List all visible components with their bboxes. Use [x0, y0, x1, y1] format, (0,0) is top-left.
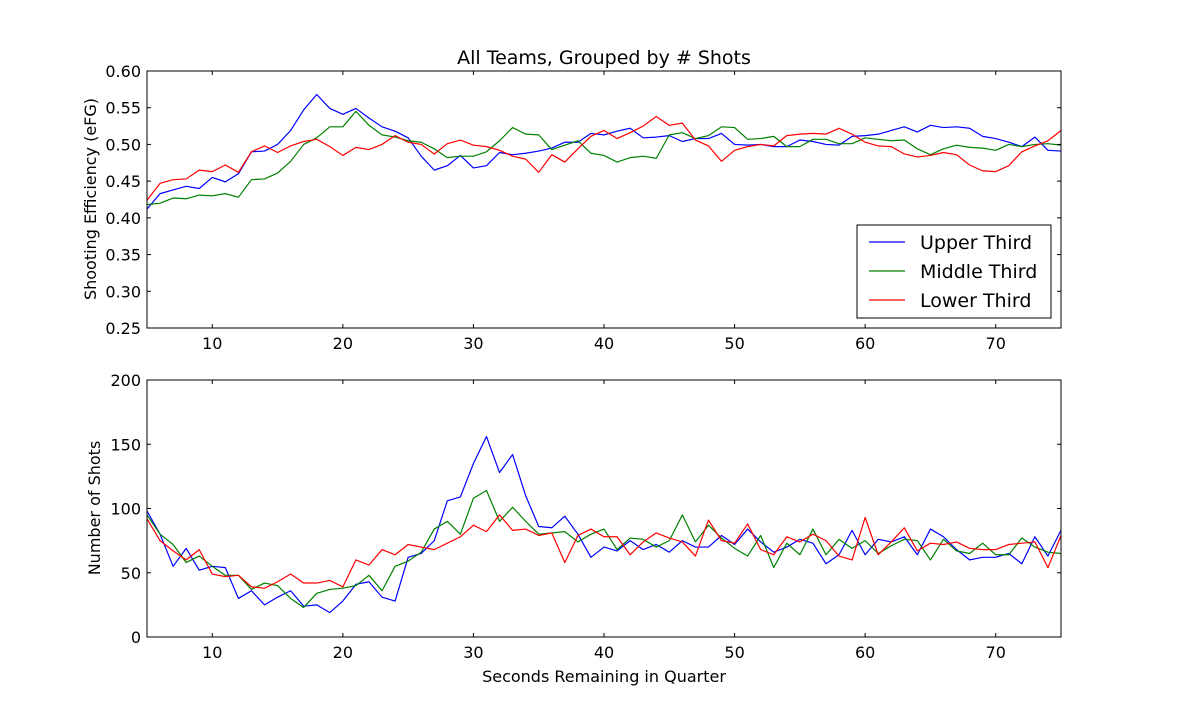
shots-x-tick-label: 60 [855, 643, 875, 662]
efficiency-y-tick-label: 0.50 [105, 135, 141, 154]
efficiency-x-tick-label: 70 [986, 334, 1006, 353]
efficiency-y-tick-label: 0.35 [105, 246, 141, 265]
shots-x-tick-label: 50 [724, 643, 744, 662]
efficiency-x-tick-label: 20 [333, 334, 353, 353]
shots-y-tick-label: 0 [131, 628, 141, 647]
efficiency-series-middle-third [147, 110, 1061, 206]
efficiency-x-tick-label: 40 [594, 334, 614, 353]
shots-x-tick-label: 40 [594, 643, 614, 662]
legend-label-upper-third: Upper Third [920, 232, 1032, 254]
efficiency-x-tick-label: 10 [202, 334, 222, 353]
efficiency-y-tick-label: 0.60 [105, 62, 141, 81]
shots-y-axis-label: Number of Shots [85, 441, 104, 576]
efficiency-y-axis-label: Shooting Efficiency (eFG) [81, 98, 100, 300]
legend: Upper Third Middle Third Lower Third [856, 224, 1052, 319]
efficiency-x-tick-label: 50 [724, 334, 744, 353]
x-axis-label: Seconds Remaining in Quarter [482, 667, 726, 686]
efficiency-y-tick-label: 0.25 [105, 319, 141, 338]
efficiency-series-upper-third [147, 93, 1061, 210]
shots-panel: Number of Shots Seconds Remaining in Qua… [85, 371, 1062, 686]
chart-title: All Teams, Grouped by # Shots [457, 47, 751, 69]
efficiency-y-tick-label: 0.55 [105, 99, 141, 118]
efficiency-y-tick-label: 0.30 [105, 282, 141, 301]
shots-series-lines [147, 435, 1061, 614]
shots-x-tick-label: 70 [986, 643, 1006, 662]
efficiency-x-tick-label: 30 [463, 334, 483, 353]
shots-series-middle-third [147, 489, 1061, 609]
shots-y-tick-label: 200 [110, 371, 141, 390]
efficiency-plot-frame [146, 70, 1062, 329]
shots-x-tick-label: 20 [333, 643, 353, 662]
efficiency-series-lines [147, 93, 1061, 210]
shots-y-tick-label: 150 [110, 435, 141, 454]
efficiency-y-tick-label: 0.40 [105, 209, 141, 228]
legend-label-middle-third: Middle Third [920, 261, 1037, 283]
shots-y-tick-label: 100 [110, 500, 141, 519]
shots-series-lower-third [147, 514, 1061, 589]
shots-axis-ticks: 10 20 30 40 50 60 70 0 50 100 150 200 [110, 371, 1061, 662]
efficiency-y-tick-label: 0.45 [105, 172, 141, 191]
shots-series-upper-third [147, 435, 1061, 614]
efficiency-x-tick-label: 60 [855, 334, 875, 353]
shots-x-tick-label: 10 [202, 643, 222, 662]
legend-label-lower-third: Lower Third [920, 290, 1031, 312]
shots-x-tick-label: 30 [463, 643, 483, 662]
efficiency-panel: All Teams, Grouped by # Shots Shooting E… [81, 47, 1062, 353]
efficiency-axis-ticks: 10 20 30 40 50 60 70 0.25 0.30 0.35 0.40 0.45 0.50 0.… [105, 62, 1061, 353]
shots-y-tick-label: 50 [121, 564, 141, 583]
shots-plot-frame [146, 379, 1062, 638]
efficiency-series-lower-third [147, 115, 1061, 201]
